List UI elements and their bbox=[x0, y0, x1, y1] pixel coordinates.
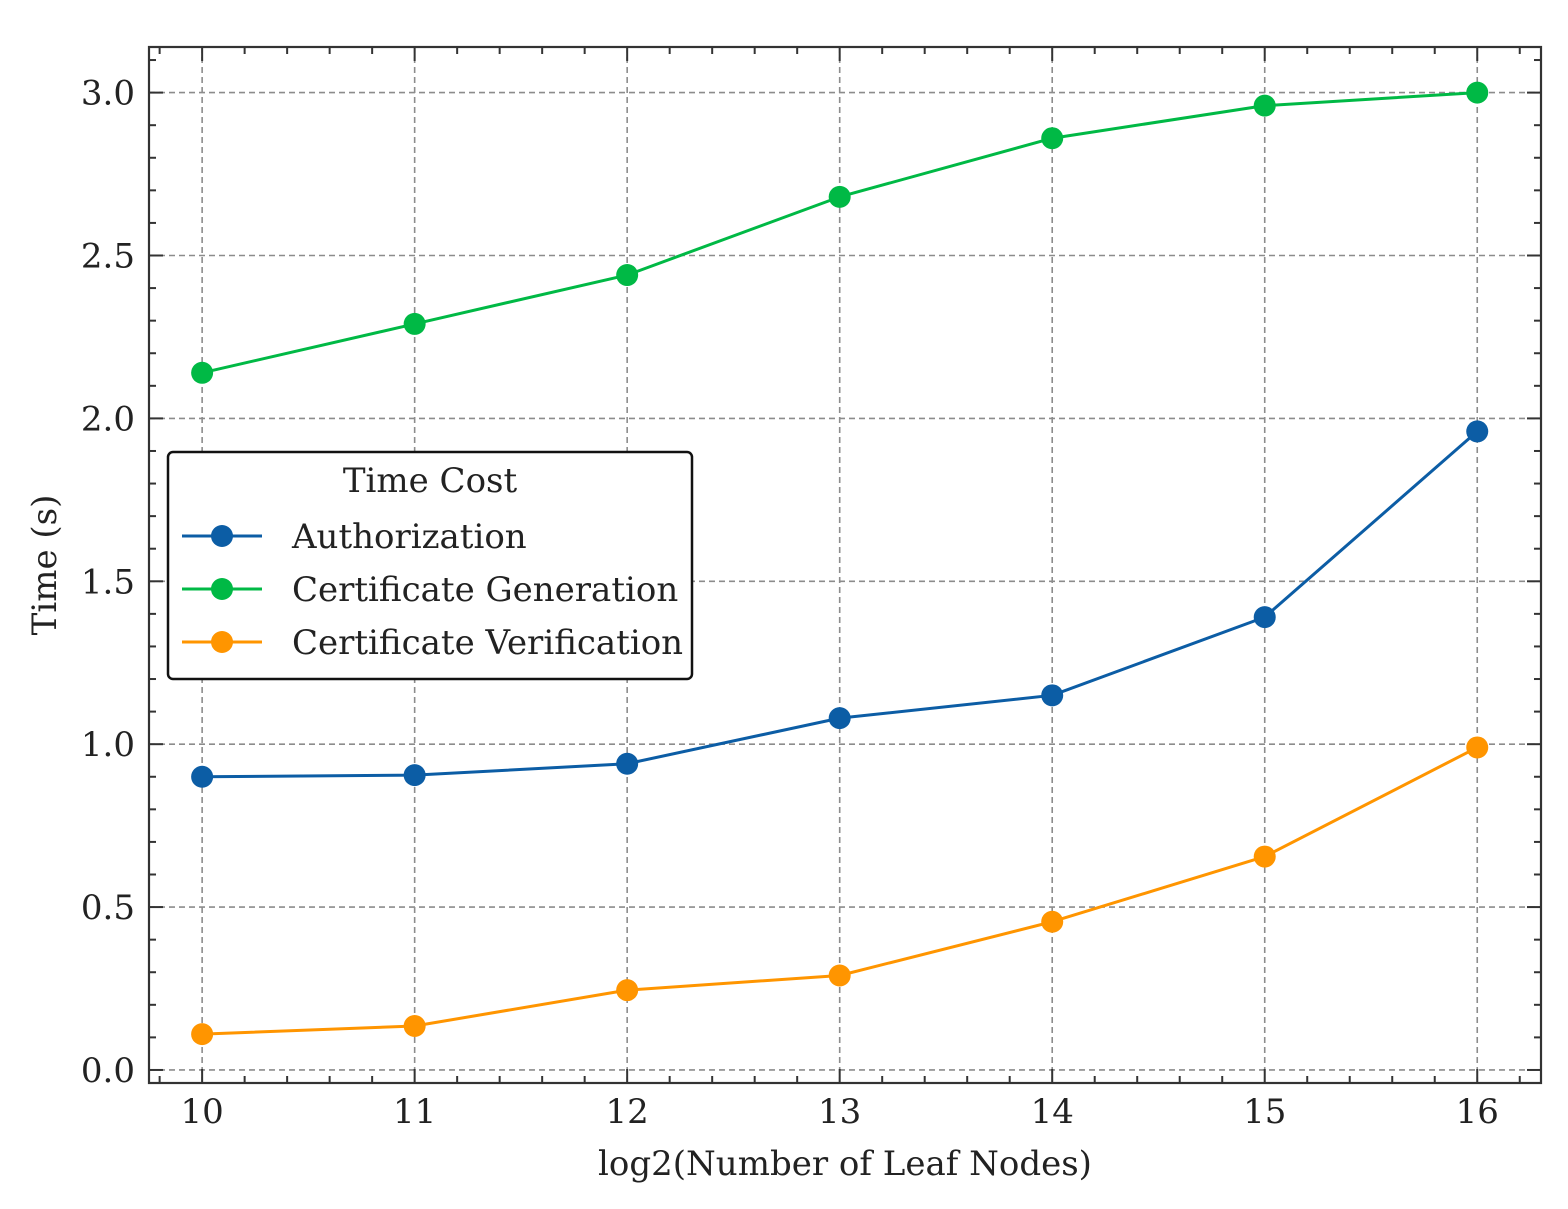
legend-box bbox=[166, 450, 694, 681]
data-point bbox=[1253, 606, 1276, 629]
series-layer bbox=[191, 81, 1489, 1046]
data-point bbox=[403, 312, 426, 335]
x-tick-label: 12 bbox=[606, 1092, 649, 1132]
x-tick-label: 10 bbox=[180, 1092, 223, 1132]
legend-entry: Certificate Generation bbox=[182, 570, 678, 610]
data-point bbox=[403, 764, 426, 787]
series-certificate-verification bbox=[191, 736, 1489, 1046]
y-tick-label: 1.5 bbox=[81, 562, 135, 602]
minor-ticks bbox=[149, 47, 1541, 1083]
legend-entries: Authorization Certificate Generation Certi… bbox=[182, 517, 683, 663]
data-point bbox=[828, 185, 851, 208]
y-tick-label: 3.0 bbox=[81, 74, 135, 114]
legend-label: Certificate Verification bbox=[292, 623, 683, 663]
series-certificate-generation bbox=[191, 81, 1489, 384]
data-point bbox=[616, 979, 639, 1002]
data-point bbox=[191, 765, 214, 788]
y-tick-labels: 0.0 0.5 1.0 1.5 2.0 2.5 3.0 bbox=[81, 74, 135, 1091]
legend: Time Cost Authorization Certificate Gener… bbox=[166, 450, 694, 681]
grid-lines bbox=[149, 47, 1541, 1083]
data-point bbox=[828, 707, 851, 730]
major-ticks bbox=[149, 47, 1541, 1083]
legend-marker bbox=[211, 631, 233, 653]
legend-label: Authorization bbox=[291, 517, 527, 557]
legend-label: Certificate Generation bbox=[292, 570, 678, 610]
x-tick-labels: 10 11 12 13 14 15 16 bbox=[180, 1092, 1498, 1132]
data-point bbox=[1041, 910, 1064, 933]
data-point bbox=[191, 1023, 214, 1046]
data-point bbox=[191, 361, 214, 384]
legend-marker bbox=[211, 525, 233, 547]
y-tick-label: 1.0 bbox=[81, 725, 135, 765]
legend-entry: Authorization bbox=[182, 517, 527, 557]
legend-title: Time Cost bbox=[343, 461, 518, 501]
data-point bbox=[1041, 127, 1064, 150]
data-point bbox=[1041, 684, 1064, 707]
data-point bbox=[828, 964, 851, 987]
data-point bbox=[403, 1014, 426, 1037]
x-tick-label: 14 bbox=[1031, 1092, 1074, 1132]
legend-entry: Certificate Verification bbox=[182, 623, 683, 663]
data-point bbox=[616, 264, 639, 287]
data-point bbox=[616, 752, 639, 775]
x-tick-label: 13 bbox=[818, 1092, 861, 1132]
data-point bbox=[1466, 736, 1489, 759]
y-tick-label: 0.5 bbox=[81, 888, 135, 928]
y-tick-label: 2.0 bbox=[81, 399, 135, 439]
data-point bbox=[1253, 94, 1276, 117]
legend-marker bbox=[211, 578, 233, 600]
plot-frame bbox=[147, 45, 1543, 1085]
data-point bbox=[1466, 420, 1489, 443]
series-authorization bbox=[191, 420, 1489, 788]
data-point bbox=[1466, 81, 1489, 104]
x-tick-label: 15 bbox=[1243, 1092, 1286, 1132]
data-point bbox=[1253, 845, 1276, 868]
y-tick-label: 2.5 bbox=[81, 237, 135, 277]
x-tick-label: 16 bbox=[1456, 1092, 1499, 1132]
y-tick-label: 0.0 bbox=[81, 1051, 135, 1091]
x-tick-label: 11 bbox=[393, 1092, 436, 1132]
x-axis-label: log2(Number of Leaf Nodes) bbox=[598, 1144, 1092, 1184]
y-axis-label: Time (s) bbox=[25, 495, 65, 636]
